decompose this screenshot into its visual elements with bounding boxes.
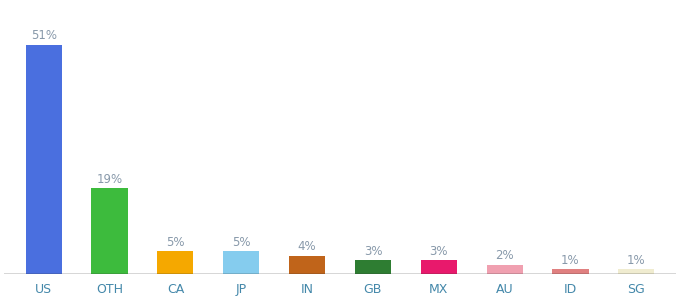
Bar: [618, 269, 654, 274]
Text: 4%: 4%: [298, 240, 316, 253]
Bar: [486, 265, 523, 274]
Text: 5%: 5%: [232, 236, 250, 249]
Text: 1%: 1%: [627, 254, 645, 267]
Text: 1%: 1%: [561, 254, 580, 267]
Text: 3%: 3%: [430, 244, 448, 258]
Bar: [26, 45, 62, 274]
Bar: [157, 251, 194, 274]
Text: 5%: 5%: [166, 236, 185, 249]
Text: 2%: 2%: [495, 249, 514, 262]
Bar: [223, 251, 259, 274]
Bar: [552, 269, 589, 274]
Bar: [355, 260, 391, 274]
Bar: [289, 256, 325, 274]
Text: 19%: 19%: [97, 173, 122, 186]
Text: 3%: 3%: [364, 244, 382, 258]
Bar: [91, 188, 128, 274]
Bar: [421, 260, 457, 274]
Text: 51%: 51%: [31, 29, 56, 42]
